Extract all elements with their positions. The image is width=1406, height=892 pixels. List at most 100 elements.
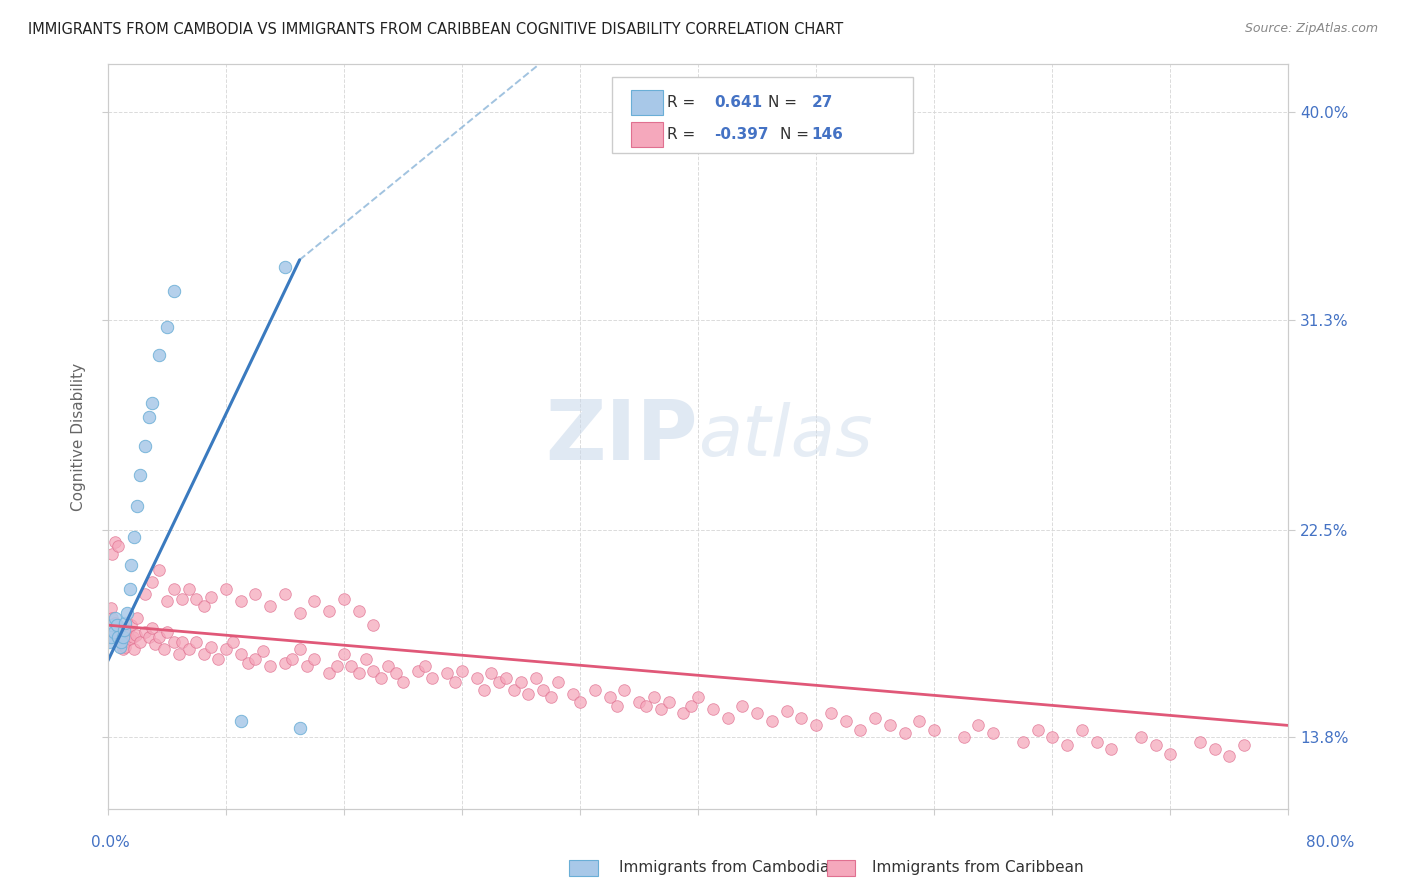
Text: 27: 27: [811, 95, 832, 110]
Point: [115, 606, 138, 620]
FancyBboxPatch shape: [631, 90, 662, 115]
Point: [134, 587, 156, 601]
Point: [834, 714, 856, 728]
Point: [105, 630, 128, 644]
Point: [1204, 742, 1226, 756]
Point: [107, 621, 129, 635]
Point: [628, 695, 651, 709]
Point: [101, 611, 124, 625]
Point: [236, 657, 259, 671]
Point: [1144, 738, 1167, 752]
Text: R =: R =: [668, 127, 700, 142]
Text: Source: ZipAtlas.com: Source: ZipAtlas.com: [1244, 22, 1378, 36]
Point: [215, 582, 238, 597]
Point: [1233, 738, 1256, 752]
Text: Immigrants from Caribbean: Immigrants from Caribbean: [872, 861, 1084, 875]
Point: [451, 664, 474, 678]
Point: [127, 499, 149, 513]
Point: [108, 640, 131, 654]
Point: [1129, 731, 1152, 745]
Point: [222, 635, 245, 649]
Point: [163, 635, 186, 649]
Point: [107, 540, 129, 554]
Point: [120, 618, 142, 632]
Point: [1099, 742, 1122, 756]
Point: [406, 664, 429, 678]
Point: [820, 706, 842, 721]
Point: [229, 594, 252, 608]
Point: [193, 647, 215, 661]
Point: [333, 591, 356, 606]
Point: [156, 594, 179, 608]
Point: [114, 640, 136, 654]
Point: [110, 635, 132, 649]
Point: [304, 651, 326, 665]
Point: [112, 635, 135, 649]
Point: [229, 714, 252, 728]
Point: [502, 682, 524, 697]
Point: [377, 658, 399, 673]
Point: [200, 590, 222, 604]
Point: [636, 699, 658, 714]
Point: [569, 695, 592, 709]
Point: [510, 675, 533, 690]
Point: [1188, 735, 1211, 749]
Point: [1085, 735, 1108, 749]
Point: [347, 665, 370, 680]
Point: [443, 675, 465, 690]
Point: [318, 665, 340, 680]
Point: [100, 601, 122, 615]
Point: [156, 319, 179, 334]
Point: [281, 651, 304, 665]
Point: [141, 575, 163, 590]
Point: [686, 690, 709, 704]
Point: [863, 711, 886, 725]
Point: [112, 623, 135, 637]
Point: [117, 623, 139, 637]
Text: -0.397: -0.397: [714, 127, 769, 142]
Point: [193, 599, 215, 613]
Point: [115, 630, 138, 644]
Point: [100, 630, 122, 644]
Point: [354, 651, 377, 665]
Point: [186, 635, 208, 649]
Point: [849, 723, 872, 738]
Point: [114, 615, 136, 630]
Point: [672, 706, 695, 721]
Point: [422, 671, 444, 685]
Point: [922, 723, 945, 738]
Point: [716, 711, 738, 725]
Text: Immigrants from Cambodia: Immigrants from Cambodia: [619, 861, 830, 875]
FancyBboxPatch shape: [612, 77, 912, 153]
Point: [148, 630, 170, 644]
Point: [138, 410, 160, 425]
Point: [561, 687, 583, 701]
Point: [288, 642, 311, 657]
Point: [134, 625, 156, 640]
Point: [650, 702, 672, 716]
Point: [170, 591, 193, 606]
Point: [1159, 747, 1181, 761]
Point: [124, 530, 146, 544]
Point: [370, 671, 392, 685]
Point: [163, 284, 186, 298]
Point: [745, 706, 768, 721]
Point: [101, 618, 124, 632]
Point: [392, 675, 415, 690]
Point: [702, 702, 724, 716]
Point: [1070, 723, 1092, 738]
Point: [495, 671, 517, 685]
Point: [531, 682, 554, 697]
Point: [583, 682, 606, 697]
Point: [156, 625, 179, 640]
Point: [103, 625, 125, 640]
Point: [141, 396, 163, 410]
Y-axis label: Cognitive Disability: Cognitive Disability: [72, 362, 86, 510]
Text: 0.641: 0.641: [714, 95, 762, 110]
Point: [658, 695, 681, 709]
Point: [908, 714, 931, 728]
Text: 80.0%: 80.0%: [1306, 836, 1354, 850]
Point: [465, 671, 488, 685]
Point: [288, 606, 311, 620]
Point: [200, 640, 222, 654]
